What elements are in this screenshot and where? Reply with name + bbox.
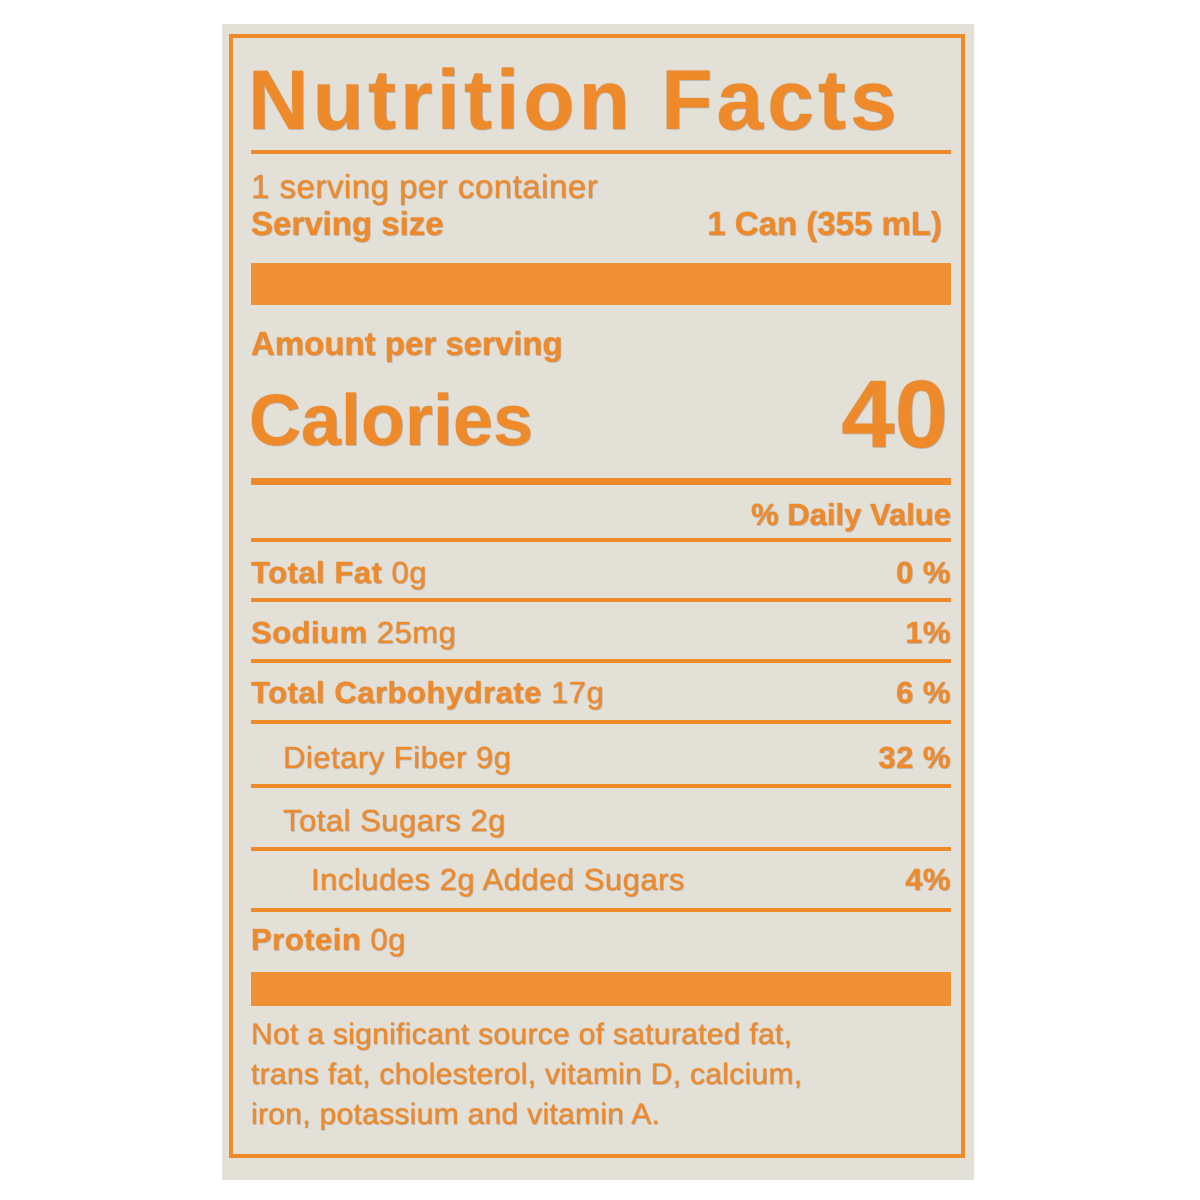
nutrient-dv: 32 %: [878, 740, 951, 775]
serving-size-label: Serving size: [251, 205, 444, 242]
nutrient-amount: 0g: [370, 922, 406, 957]
divider: [251, 478, 951, 485]
divider: [251, 659, 951, 663]
nutrient-dv: 0 %: [896, 555, 951, 590]
nutrient-row-total-carbohydrate: Total Carbohydrate 17g 6 %: [251, 675, 951, 715]
label-border: [229, 34, 965, 1158]
nutrient-row-sodium: Sodium 25mg 1%: [251, 615, 951, 655]
nutrient-name: Total Carbohydrate: [251, 675, 542, 710]
nutrient-name: Protein: [251, 922, 362, 957]
divider: [251, 784, 951, 788]
divider: [251, 847, 951, 851]
servings-per-container: 1 serving per container: [251, 168, 599, 205]
divider: [251, 538, 951, 542]
nutrient-dv: 4%: [905, 862, 951, 897]
nutrient-amount: 17g: [551, 675, 605, 710]
nutrient-amount: 25mg: [376, 615, 457, 650]
calories-label: Calories: [249, 381, 534, 461]
divider: [251, 150, 951, 154]
divider: [251, 720, 951, 724]
nutrient-row-added-sugars: Includes 2g Added Sugars 4%: [251, 862, 951, 902]
thick-divider: [251, 972, 951, 1006]
divider: [251, 598, 951, 602]
nutrient-amount: 0g: [391, 555, 427, 590]
nutrient-name: Dietary Fiber 9g: [283, 740, 512, 775]
calories-value: 40: [841, 361, 948, 468]
nutrient-dv: 1%: [905, 615, 951, 650]
label-title: Nutrition Facts: [248, 53, 901, 147]
nutrient-row-total-sugars: Total Sugars 2g: [251, 803, 951, 843]
daily-value-header: % Daily Value: [751, 497, 951, 532]
footnote-line: trans fat, cholesterol, vitamin D, calci…: [251, 1058, 803, 1091]
nutrient-dv: 6 %: [896, 675, 951, 710]
nutrient-name: Sodium: [251, 615, 368, 650]
nutrient-name: Total Fat: [251, 555, 383, 590]
nutrient-row-total-fat: Total Fat 0g 0 %: [251, 555, 951, 595]
thick-divider: [251, 263, 951, 305]
nutrient-row-protein: Protein 0g: [251, 922, 951, 962]
footnote-line: iron, potassium and vitamin A.: [251, 1098, 661, 1131]
nutrient-row-dietary-fiber: Dietary Fiber 9g 32 %: [251, 740, 951, 780]
footnote-line: Not a significant source of saturated fa…: [251, 1018, 793, 1051]
serving-size-value: 1 Can (355 mL): [707, 205, 942, 242]
amount-per-serving: Amount per serving: [251, 325, 563, 362]
nutrient-name: Total Sugars 2g: [283, 803, 506, 838]
nutrient-name: Includes 2g Added Sugars: [311, 862, 685, 897]
divider: [251, 908, 951, 912]
